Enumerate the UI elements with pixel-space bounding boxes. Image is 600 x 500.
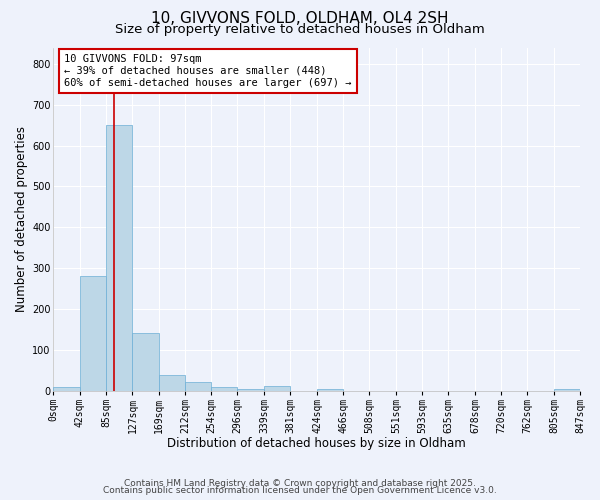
Bar [133, 332, 158, 390]
Bar [80, 276, 106, 390]
Text: 10, GIVVONS FOLD, OLDHAM, OL4 2SH: 10, GIVVONS FOLD, OLDHAM, OL4 2SH [151, 11, 449, 26]
Bar [185, 382, 211, 390]
Text: Size of property relative to detached houses in Oldham: Size of property relative to detached ho… [115, 22, 485, 36]
Text: Contains public sector information licensed under the Open Government Licence v3: Contains public sector information licen… [103, 486, 497, 495]
X-axis label: Distribution of detached houses by size in Oldham: Distribution of detached houses by size … [167, 437, 466, 450]
Bar [264, 386, 290, 390]
Bar [53, 388, 80, 390]
Bar [238, 388, 264, 390]
Bar [158, 375, 185, 390]
Bar [106, 125, 133, 390]
Text: 10 GIVVONS FOLD: 97sqm
← 39% of detached houses are smaller (448)
60% of semi-de: 10 GIVVONS FOLD: 97sqm ← 39% of detached… [64, 54, 352, 88]
Bar [211, 386, 238, 390]
Text: Contains HM Land Registry data © Crown copyright and database right 2025.: Contains HM Land Registry data © Crown c… [124, 478, 476, 488]
Y-axis label: Number of detached properties: Number of detached properties [15, 126, 28, 312]
